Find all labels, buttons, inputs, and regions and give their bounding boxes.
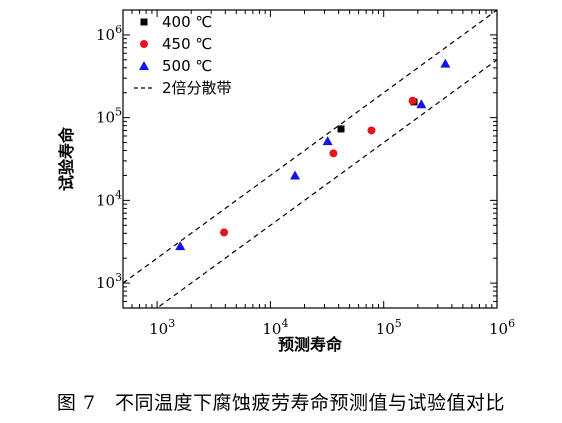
series-0 bbox=[337, 98, 418, 133]
x-axis-label: 预测寿命 bbox=[278, 335, 343, 354]
legend-label: 450 ℃ bbox=[162, 35, 212, 53]
x-tick-label: 106 bbox=[489, 317, 515, 338]
data-point bbox=[329, 149, 338, 158]
figure-caption: 图 7 不同温度下腐蚀疲劳寿命预测值与试验值对比 bbox=[56, 392, 506, 414]
band-line-lower bbox=[156, 59, 497, 308]
x-axis-ticks bbox=[122, 10, 498, 308]
data-point bbox=[416, 99, 427, 109]
x-tick-label: 103 bbox=[149, 317, 175, 338]
data-point bbox=[220, 228, 229, 237]
data-point bbox=[175, 241, 186, 251]
legend-label: 2倍分散带 bbox=[162, 79, 232, 97]
data-point bbox=[440, 58, 451, 68]
x-tick-label: 105 bbox=[376, 317, 402, 338]
plot-frame bbox=[122, 9, 498, 309]
y-axis-label: 试验寿命 bbox=[57, 126, 76, 191]
data-point bbox=[337, 125, 345, 133]
data-point bbox=[290, 170, 301, 180]
legend: 400 ℃ 450 ℃ 500 ℃ 2倍分散带 bbox=[134, 13, 232, 97]
legend-marker bbox=[140, 18, 148, 26]
data-point bbox=[408, 96, 417, 105]
series-2 bbox=[175, 58, 451, 251]
y-tick-label: 103 bbox=[96, 271, 122, 292]
legend-marker bbox=[140, 40, 148, 48]
legend-label: 500 ℃ bbox=[162, 57, 212, 75]
y-tick-label: 104 bbox=[96, 188, 122, 209]
legend-marker bbox=[139, 61, 149, 70]
y-tick-label: 105 bbox=[96, 106, 122, 127]
data-point bbox=[367, 126, 376, 135]
legend-label: 400 ℃ bbox=[162, 13, 212, 31]
data-point bbox=[322, 136, 333, 146]
x-tick-label: 104 bbox=[262, 317, 288, 338]
y-axis-ticks bbox=[123, 9, 497, 309]
y-tick-label: 106 bbox=[96, 23, 122, 44]
series-1 bbox=[220, 96, 417, 237]
